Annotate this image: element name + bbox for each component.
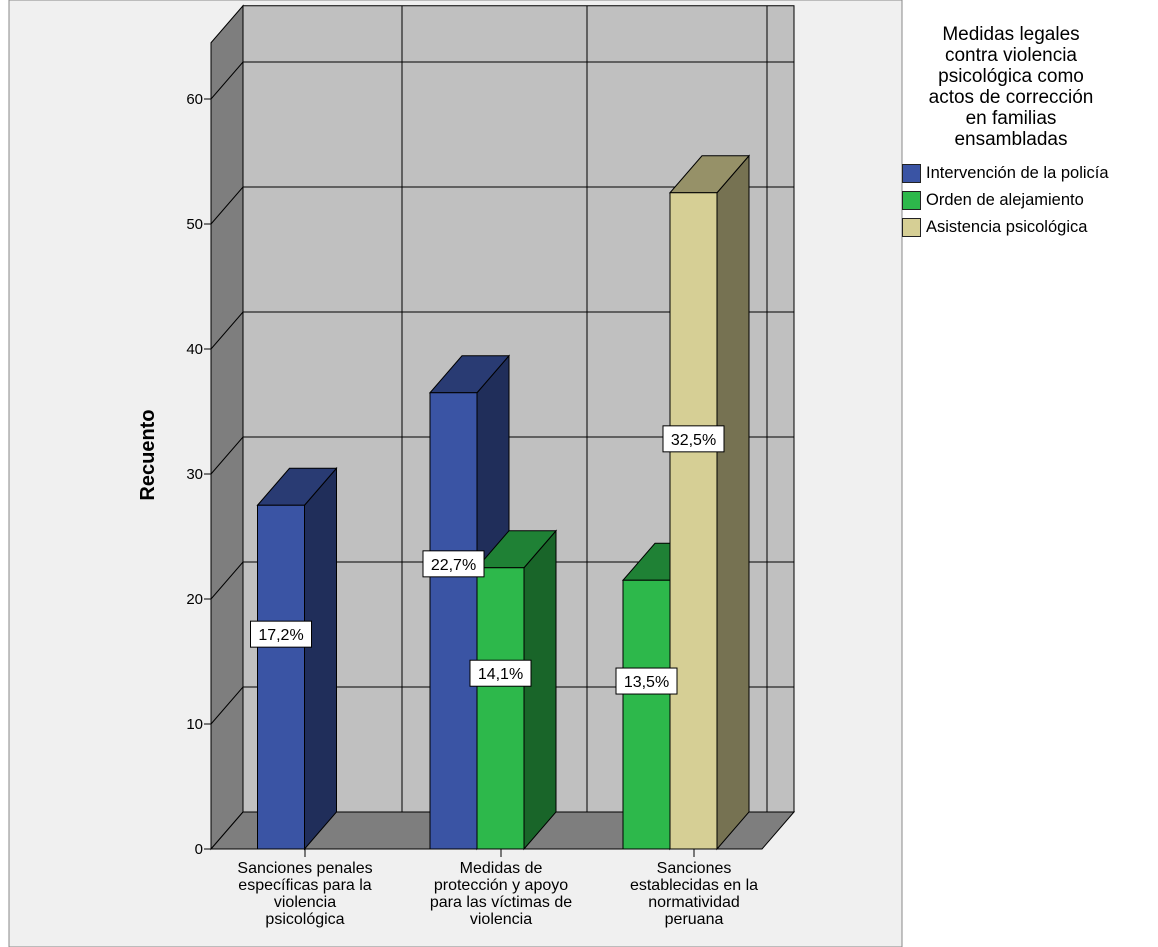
x-tick-label: Medidas de protección y apoyo para las víc… <box>430 860 572 928</box>
legend-swatch <box>902 164 921 183</box>
data-label-box <box>469 659 532 687</box>
x-tick-label: Sanciones penales específicas para la viol… <box>237 860 372 928</box>
legend-label: Intervención de la policía <box>926 164 1109 182</box>
y-tick-label: 10 <box>186 716 203 733</box>
legend-item: Asistencia psicológica <box>902 214 1156 241</box>
gridline <box>210 561 794 600</box>
bar <box>622 579 671 850</box>
y-axis-title: Recuento <box>137 409 159 500</box>
y-tick-label: 0 <box>195 841 203 858</box>
data-label-box <box>250 620 312 648</box>
legend-title: Medidas legales contra violencia psicoló… <box>928 24 1094 150</box>
bar <box>429 392 478 850</box>
x-tick-label: Sanciones establecidas en la normatividad p… <box>630 860 758 928</box>
gridline <box>210 311 794 350</box>
chart: 0 10 20 30 40 50 60 Recuento 17,2% 22,7% 14,1% 13,5… <box>8 0 903 947</box>
data-label-box <box>422 550 485 578</box>
bar-side <box>304 466 337 851</box>
bar-side <box>523 529 557 851</box>
data-label-box <box>615 667 678 695</box>
legend-items: Intervención de la policía Orden de aleja… <box>902 160 1156 241</box>
legend-item: Intervención de la policía <box>902 160 1156 187</box>
data-label: 13,5% <box>624 674 669 691</box>
y-tick-label: 20 <box>186 591 203 608</box>
bar-side <box>716 154 750 851</box>
y-tick-label: 40 <box>186 341 203 358</box>
bar <box>476 567 525 850</box>
data-label: 22,7% <box>431 557 476 574</box>
gridline <box>210 61 794 100</box>
data-label: 14,1% <box>478 666 523 683</box>
legend-label: Orden de alejamiento <box>926 191 1084 209</box>
side-wall <box>210 4 244 851</box>
legend-label: Asistencia psicológica <box>926 218 1088 236</box>
legend-item: Orden de alejamiento <box>902 187 1156 214</box>
gridline <box>210 186 794 225</box>
bar <box>257 504 305 850</box>
bar <box>669 192 718 850</box>
legend-swatch <box>902 191 921 210</box>
data-label-box <box>662 425 725 453</box>
y-tick-label: 60 <box>186 91 203 108</box>
data-label: 17,2% <box>258 627 303 644</box>
y-tick-label: 50 <box>186 216 203 233</box>
y-tick-label: 30 <box>186 466 203 483</box>
gridline <box>210 686 794 725</box>
gridline <box>210 436 794 475</box>
legend-swatch <box>902 218 921 237</box>
legend: Medidas legales contra violencia psicoló… <box>902 24 1156 241</box>
data-label: 32,5% <box>671 432 716 449</box>
